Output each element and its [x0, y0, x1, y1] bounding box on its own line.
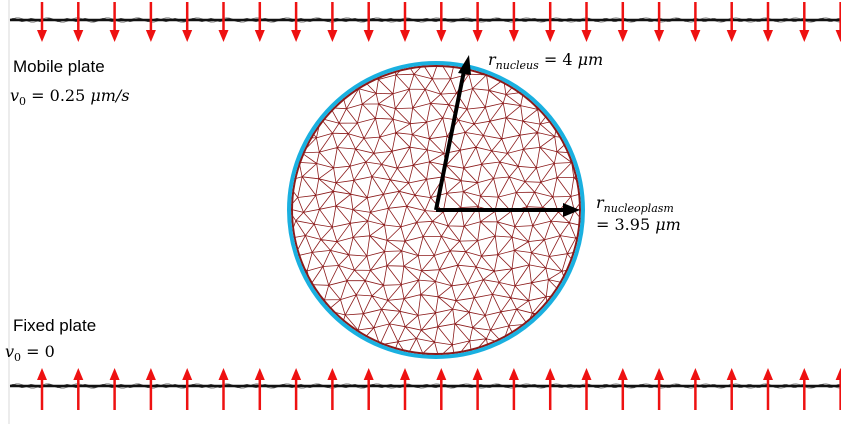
force-arrow-up	[726, 368, 737, 410]
force-arrow-up	[436, 368, 447, 410]
force-arrow-up	[617, 368, 628, 410]
force-arrow-down	[145, 2, 156, 42]
force-arrow-up	[545, 368, 556, 410]
force-arrow-up	[799, 368, 810, 410]
fixed-plate-line	[9, 383, 841, 389]
force-arrow-down	[254, 2, 265, 42]
nucleoplasm-radius-arrow	[436, 203, 580, 217]
force-arrow-down	[799, 2, 810, 42]
force-arrow-up	[690, 368, 701, 410]
force-arrow-up	[73, 368, 84, 410]
force-arrow-up	[218, 368, 229, 410]
force-arrow-down	[37, 2, 47, 42]
force-arrow-up	[254, 368, 265, 410]
force-arrow-down	[617, 2, 628, 42]
nucleus-radius-arrow	[434, 55, 471, 211]
force-arrow-down	[182, 2, 193, 42]
force-arrow-down	[545, 2, 556, 42]
force-arrow-up	[581, 368, 592, 410]
force-arrow-down	[581, 2, 592, 42]
force-arrow-up	[400, 368, 410, 410]
fixed-plate-label: Fixed plate	[13, 316, 97, 335]
force-arrow-up	[37, 368, 47, 410]
nuclear-membrane	[287, 61, 585, 359]
force-arrow-down	[291, 2, 302, 42]
force-arrow-up	[291, 368, 302, 410]
force-arrow-down	[472, 2, 483, 42]
force-arrow-down	[508, 2, 519, 42]
force-arrow-up	[835, 368, 841, 410]
force-arrow-down	[436, 2, 447, 42]
force-arrow-down	[109, 2, 120, 42]
force-arrow-up	[109, 368, 120, 410]
force-arrow-up	[763, 368, 773, 410]
force-arrow-down	[363, 2, 374, 42]
force-arrow-down	[73, 2, 84, 42]
nucleoplasm-radius-value: = 3.95 μm	[596, 215, 681, 234]
nucleus-radius-label: rnucleus = 4 μm	[488, 50, 604, 72]
force-arrow-down	[400, 2, 410, 42]
mobile-plate-velocity: v0 = 0.25 μm/s	[10, 86, 130, 108]
force-arrow-down	[654, 2, 665, 42]
mobile-plate-line	[9, 17, 841, 23]
fixed-plate-velocity: v0 = 0	[5, 342, 55, 364]
fixed-plate-force-arrows	[37, 368, 841, 410]
force-arrow-up	[363, 368, 374, 410]
force-arrow-down	[327, 2, 338, 42]
force-arrow-up	[508, 368, 519, 410]
force-arrow-up	[472, 368, 483, 410]
force-arrow-up	[145, 368, 156, 410]
nucleoplasm-radius-label: rnucleoplasm	[596, 193, 674, 215]
force-arrow-up	[327, 368, 338, 410]
force-arrow-down	[726, 2, 737, 42]
force-arrow-down	[763, 2, 773, 42]
force-arrow-up	[654, 368, 665, 410]
force-arrow-down	[218, 2, 229, 42]
force-arrow-up	[182, 368, 193, 410]
mobile-plate-label: Mobile plate	[13, 57, 105, 76]
force-arrow-down	[690, 2, 701, 42]
